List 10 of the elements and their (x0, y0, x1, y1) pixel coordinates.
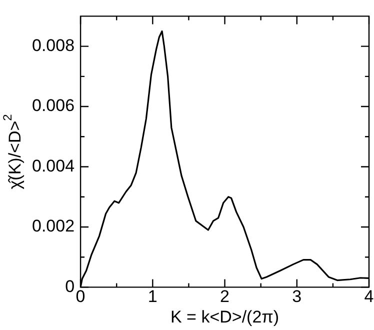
x-axis-title: K = k<D>/(2π) (170, 307, 280, 326)
x-tick-label: 2 (220, 287, 230, 306)
y-tick-label: 0.002 (32, 216, 75, 236)
y-tick-label: 0.008 (32, 36, 75, 55)
y-tick-label: 0.006 (32, 96, 75, 116)
y-tick-label: 0.004 (32, 156, 75, 176)
y-axis-title: χ̂(K)/<D>2 (0, 114, 25, 190)
x-tick-label: 3 (292, 287, 302, 306)
x-tick-label: 4 (364, 287, 374, 306)
x-tick-label: 1 (148, 287, 158, 306)
